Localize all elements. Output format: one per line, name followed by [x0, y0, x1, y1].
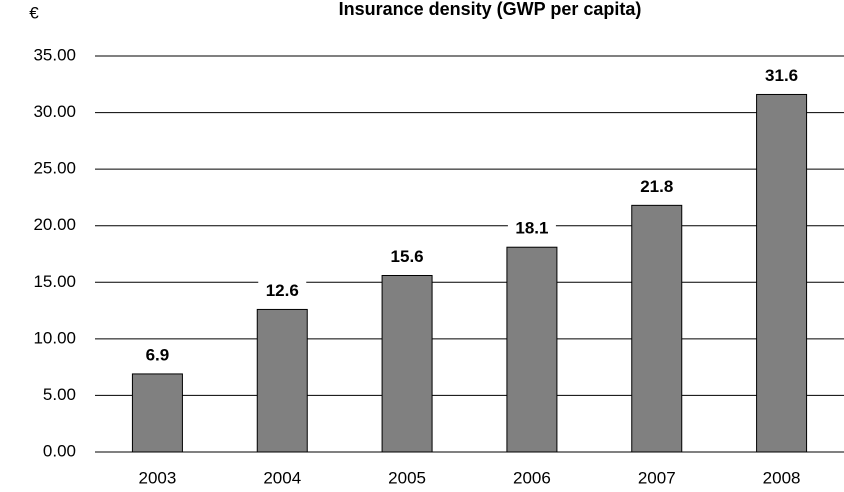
- x-tick-label: 2007: [638, 468, 676, 487]
- y-tick-label: 0.00: [43, 441, 76, 460]
- y-tick-label: 30.00: [33, 102, 76, 121]
- y-tick-label: 10.00: [33, 328, 76, 347]
- value-label: 31.6: [765, 66, 798, 85]
- y-tick-label: 35.00: [33, 45, 76, 64]
- bar: [131, 373, 183, 453]
- chart-title: Insurance density (GWP per capita): [339, 0, 642, 19]
- value-label-bg: [507, 217, 556, 240]
- x-tick-label: 2004: [263, 468, 301, 487]
- value-label-bg: [632, 175, 681, 198]
- x-tick-label: 2006: [513, 468, 551, 487]
- bar: [631, 204, 683, 453]
- bar: [381, 274, 433, 453]
- y-tick-label: 5.00: [43, 385, 76, 404]
- y-tick-label: 20.00: [33, 215, 76, 234]
- value-label-bg: [757, 64, 806, 87]
- x-tick-label: 2008: [763, 468, 801, 487]
- bar: [756, 93, 808, 453]
- value-label-bg: [258, 279, 307, 302]
- value-label: 21.8: [640, 177, 673, 196]
- value-label: 18.1: [515, 219, 548, 238]
- bar: [256, 308, 308, 453]
- y-tick-label: 15.00: [33, 272, 76, 291]
- value-label-bg: [383, 245, 432, 268]
- value-label-bg: [133, 343, 182, 366]
- value-label: 12.6: [266, 281, 299, 300]
- x-tick-label: 2005: [388, 468, 426, 487]
- bar: [506, 246, 558, 453]
- y-tick-label: 25.00: [33, 159, 76, 178]
- x-tick-label: 2003: [139, 468, 177, 487]
- y-axis-unit: €: [29, 3, 39, 22]
- value-label: 6.9: [146, 345, 170, 364]
- value-label: 15.6: [391, 247, 424, 266]
